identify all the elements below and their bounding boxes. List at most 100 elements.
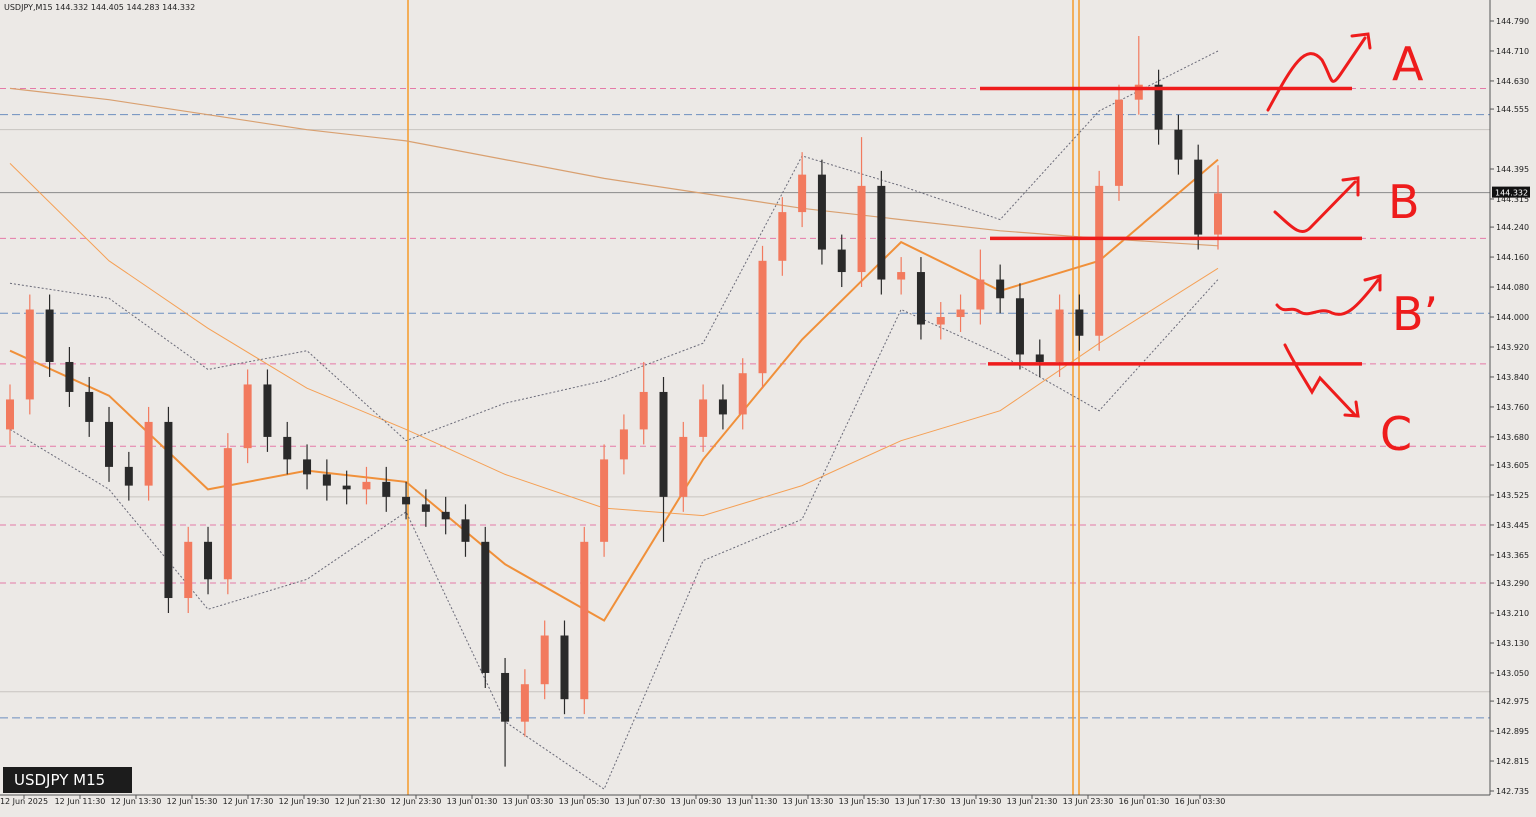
- y-tick-label: 144.395: [1496, 165, 1529, 174]
- arrow-c: [1283, 343, 1360, 418]
- candle-body: [877, 185, 886, 280]
- axes: 144.790 144.710 144.630 144.555 144.395 144.3…: [0, 17, 1530, 806]
- candle-body: [956, 309, 965, 318]
- x-tick-label: 13 Jun 13:30: [783, 797, 834, 806]
- last-price-label: 144.332: [1495, 189, 1528, 198]
- y-tick-label: 143.290: [1496, 579, 1529, 588]
- candle-body: [1134, 84, 1143, 100]
- y-tick-label: 142.895: [1496, 727, 1529, 736]
- symbol: USDJPY,M15: [4, 3, 53, 12]
- candle-body: [837, 249, 846, 273]
- badge: USDJPY M15: [14, 771, 105, 789]
- candle-body: [1114, 99, 1123, 186]
- candle-body: [639, 391, 648, 430]
- y-tick-label: 144.000: [1496, 313, 1529, 322]
- candle-body: [481, 541, 490, 673]
- x-tick-label: 12 Jun 23:30: [391, 797, 442, 806]
- candle-body: [798, 174, 807, 213]
- hand-drawn-arrows: [1266, 32, 1382, 418]
- y-tick-label: 143.210: [1496, 609, 1529, 618]
- y-tick-label: 143.840: [1496, 373, 1529, 382]
- zone-letter: C: [1380, 407, 1412, 461]
- zone-letter: B’: [1392, 287, 1438, 341]
- x-tick-label: 13 Jun 19:30: [951, 797, 1002, 806]
- candle-body: [322, 474, 331, 486]
- x-tick-label: 12 Jun 15:30: [167, 797, 218, 806]
- x-tick-label: 16 Jun 03:30: [1175, 797, 1226, 806]
- y-tick-label: 144.240: [1496, 223, 1529, 232]
- candle-body: [778, 212, 787, 261]
- candle-body: [263, 384, 272, 437]
- high: 144.405: [91, 3, 124, 12]
- y-tick-label: 142.815: [1496, 757, 1529, 766]
- overlay-line: [9, 87, 1219, 247]
- candle-body: [124, 466, 133, 486]
- candle-body: [857, 185, 866, 273]
- zone-letter: B: [1388, 175, 1420, 229]
- candle-body: [718, 399, 727, 415]
- x-tick-label: 13 Jun 05:30: [559, 797, 610, 806]
- candle-body: [520, 684, 529, 722]
- candle-body: [976, 279, 985, 310]
- candle-body: [204, 541, 213, 580]
- candle-body: [382, 481, 391, 497]
- candle-body: [580, 541, 589, 700]
- x-tick-label: 13 Jun 01:30: [447, 797, 498, 806]
- candle-body: [619, 429, 628, 460]
- x-tick-label: 12 Jun 19:30: [279, 797, 330, 806]
- candle-body: [283, 436, 292, 460]
- arrow-a: [1266, 32, 1372, 112]
- candle-body: [758, 260, 767, 374]
- candle-body: [1055, 309, 1064, 362]
- x-tick-label: 12 Jun 2025: [0, 797, 48, 806]
- candle-body: [1214, 193, 1222, 235]
- x-tick-label: 13 Jun 11:30: [727, 797, 778, 806]
- x-tick-label: 13 Jun 03:30: [503, 797, 554, 806]
- candle-body: [996, 279, 1005, 299]
- candle-body: [184, 541, 193, 599]
- candle-body: [105, 421, 114, 467]
- x-tick-label: 12 Jun 17:30: [223, 797, 274, 806]
- y-tick-label: 143.445: [1496, 521, 1529, 530]
- x-tick-label: 16 Jun 01:30: [1119, 797, 1170, 806]
- last-price-bg: [1492, 186, 1530, 198]
- x-tick-label: 13 Jun 17:30: [895, 797, 946, 806]
- candle-body: [1154, 84, 1163, 130]
- arrow-b: [1273, 176, 1360, 234]
- candle-body: [1075, 309, 1084, 336]
- y-tick-label: 143.525: [1496, 491, 1529, 500]
- close: 144.332: [162, 3, 195, 12]
- candle-body: [600, 459, 609, 542]
- candle-body: [1095, 185, 1104, 336]
- candle-body: [679, 436, 688, 497]
- badge-bg: [3, 767, 132, 793]
- y-tick-label: 143.760: [1496, 403, 1529, 412]
- y-tick-label: 143.050: [1496, 669, 1529, 678]
- candle-body: [223, 448, 232, 580]
- candle-body: [1035, 354, 1044, 362]
- candle-body: [817, 174, 826, 250]
- candle-body: [164, 421, 173, 599]
- x-tick-label: 12 Jun 21:30: [335, 797, 386, 806]
- y-tick-label: 144.790: [1496, 17, 1529, 26]
- candle-body: [85, 391, 94, 422]
- candle-body: [243, 384, 252, 449]
- x-tick-label: 13 Jun 09:30: [671, 797, 722, 806]
- y-tick-label: 144.710: [1496, 47, 1529, 56]
- candle-body: [303, 459, 312, 475]
- candle-body: [659, 391, 668, 497]
- header: USDJPY,M15 144.332 144.405 144.283 144.3…: [4, 3, 195, 12]
- x-tick-label: 12 Jun 13:30: [111, 797, 162, 806]
- y-tick-label: 143.365: [1496, 551, 1529, 560]
- overlay-line: [9, 50, 1219, 442]
- candle-body: [6, 399, 14, 430]
- arrow-b-prime: [1275, 274, 1382, 316]
- candle-body: [461, 519, 470, 542]
- x-tick-label: 12 Jun 11:30: [55, 797, 106, 806]
- candle-body: [540, 635, 549, 685]
- x-tick-label: 13 Jun 15:30: [839, 797, 890, 806]
- zone-letter: A: [1392, 37, 1424, 91]
- candle-body: [738, 373, 747, 415]
- open: 144.332: [55, 3, 88, 12]
